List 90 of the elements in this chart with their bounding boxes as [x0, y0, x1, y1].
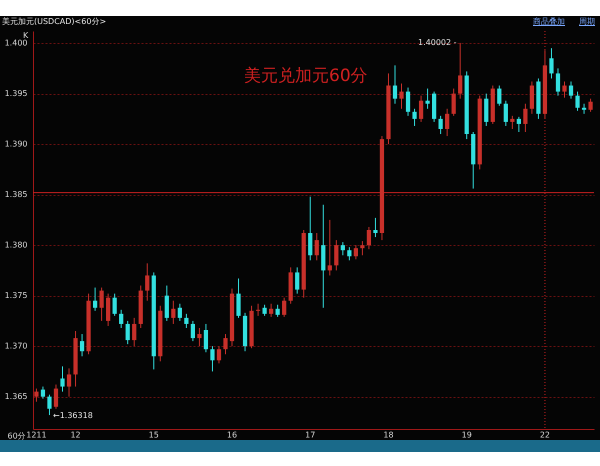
candlestick	[314, 232, 319, 261]
candlestick	[445, 108, 450, 137]
candlestick	[484, 93, 488, 126]
candlestick	[210, 346, 215, 372]
candlestick	[392, 64, 398, 104]
candlestick	[340, 242, 345, 256]
candlestick	[164, 285, 169, 322]
annotation: 美元兑加元60分	[244, 65, 368, 87]
chart-title: 美元加元(USDCAD)<60分>	[2, 16, 106, 27]
candlestick	[171, 300, 176, 324]
candlestick	[360, 240, 365, 256]
candlestick	[197, 327, 202, 347]
candlestick	[223, 334, 228, 355]
candlestick	[282, 297, 286, 318]
candlestick	[216, 346, 222, 364]
x-tick-label: 16	[226, 430, 238, 440]
candlestick	[568, 81, 574, 100]
y-tick-label: 1.385	[4, 190, 28, 200]
candlestick	[366, 226, 372, 250]
candlestick	[556, 68, 560, 96]
candlestick	[347, 246, 352, 261]
candlestick	[373, 217, 378, 238]
y-tick-label: 1.370	[4, 342, 28, 351]
text: 商品叠加	[533, 16, 565, 27]
candlestick	[399, 83, 404, 110]
candlestick	[40, 386, 46, 400]
candlestick	[562, 81, 567, 98]
candlestick	[132, 317, 136, 347]
candlestick	[497, 85, 502, 106]
candlestick	[126, 320, 130, 345]
candlestick	[119, 309, 124, 328]
candlestick	[582, 103, 586, 114]
candlestick	[145, 262, 150, 302]
candlestick	[256, 303, 260, 316]
candlestick	[269, 303, 274, 318]
candlestick	[458, 42, 462, 100]
candlestick	[406, 87, 410, 116]
candlestick	[418, 95, 424, 122]
candlestick	[262, 304, 267, 316]
candlestick	[308, 196, 312, 261]
candlestick	[178, 303, 182, 322]
candlestick	[184, 313, 188, 328]
y-tick-label: 1.380	[4, 240, 28, 250]
candlestick	[47, 394, 52, 416]
candlestick	[549, 48, 554, 79]
candlestick	[190, 320, 196, 342]
candlestick	[92, 287, 98, 312]
candlestick	[523, 103, 528, 133]
candlestick	[530, 81, 534, 114]
candlestick	[106, 293, 110, 326]
annotation: ←1.36318	[53, 411, 93, 420]
y-tick-label: 1.390	[4, 140, 28, 149]
candlestick	[588, 98, 593, 112]
candlestick	[328, 219, 332, 276]
candlestick	[516, 116, 521, 133]
x-tick-label: 12	[70, 430, 81, 440]
annotation: 1.40002 -	[418, 38, 457, 47]
candlestick	[204, 323, 208, 353]
x-tick-label: 19	[462, 430, 472, 440]
text: K	[23, 31, 28, 40]
y-tick-label: 1.395	[4, 89, 28, 98]
x-axis-title: 60分	[8, 432, 26, 440]
candlestick	[452, 88, 456, 116]
candlestick	[80, 334, 84, 357]
candlestick	[334, 240, 338, 271]
y-tick-label: 1.365	[4, 392, 28, 402]
candlestick	[54, 384, 58, 410]
x-tick-label: 1211	[26, 430, 47, 440]
x-tick-label: 22	[540, 430, 550, 440]
x-tick-label: 15	[148, 430, 159, 440]
x-tick-label: 18	[383, 430, 394, 440]
x-tick-label: 17	[305, 430, 316, 440]
candlestick	[354, 244, 358, 260]
candlestick	[575, 91, 580, 112]
candlestick	[425, 88, 430, 110]
text: 周期	[579, 16, 595, 27]
candlestick	[412, 108, 417, 126]
y-tick-label: 1.375	[4, 291, 28, 300]
candlestick	[504, 100, 508, 126]
candlestick	[60, 366, 65, 392]
y-tick-label: 1.400	[4, 38, 28, 48]
candlestick	[112, 293, 117, 316]
candlestick	[276, 304, 280, 318]
candlestick	[438, 115, 443, 135]
candlestick	[510, 115, 514, 130]
candlestick	[295, 266, 300, 294]
candlestick	[34, 388, 39, 402]
candlestick	[66, 368, 72, 398]
candlestick	[100, 287, 104, 322]
candlestick	[236, 278, 241, 318]
